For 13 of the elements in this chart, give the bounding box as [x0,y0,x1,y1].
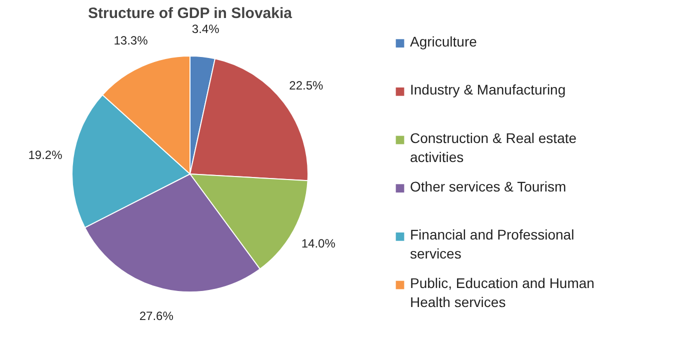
legend-label: Agriculture [410,33,478,50]
legend-label: Financial and Professional services [410,226,574,262]
legend-label: Other services & Tourism [410,178,566,194]
data-label: 14.0% [301,236,336,251]
data-label: 27.6% [139,309,174,324]
legend-label: Public, Education and Human Health services [410,275,594,310]
data-label: 13.3% [114,34,148,48]
data-label: 19.2% [28,148,63,162]
legend-label: Industry & Manufacturing [410,82,566,98]
data-label: 22.5% [289,78,324,93]
chart-title: Structure of GDP in Slovakia [88,4,293,22]
data-label: 3.4% [192,22,220,36]
legend-label: Construction & Real estate activities [410,130,577,165]
